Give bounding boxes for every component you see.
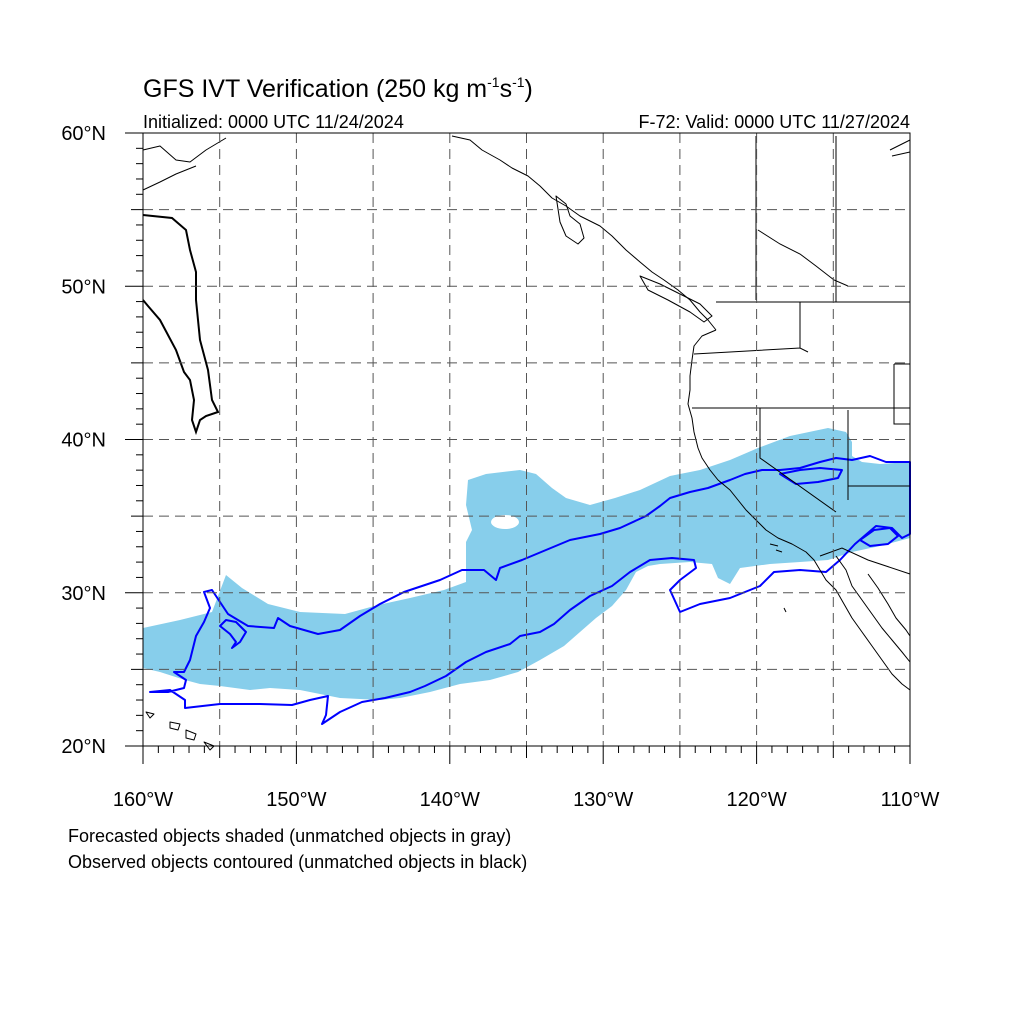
observed-objects <box>149 455 911 725</box>
lon-tick-label: 110°W <box>881 789 940 811</box>
figure-title: GFS IVT Verification (250 kg m-1s-1) <box>143 74 533 103</box>
plot-frame <box>142 132 911 747</box>
lat-tick-label: 20°N <box>61 736 106 758</box>
observed-object-main <box>149 455 911 725</box>
lon-tick-label: 150°W <box>266 789 326 811</box>
lon-tick-label: 130°W <box>573 789 633 811</box>
observed-object-small-c <box>779 467 843 485</box>
coastlines <box>142 135 911 751</box>
axis-labels: 160°W 150°W 140°W 130°W 120°W 110°W 20°N 30°N 40… <box>61 123 939 811</box>
coastline-mexico-mainland <box>867 573 911 637</box>
coastline-channel-islands <box>769 543 787 613</box>
coastline-hawaii <box>145 711 215 751</box>
axis-ticks <box>125 132 911 764</box>
domain-boundary <box>142 214 220 436</box>
observed-object-small-b <box>859 527 899 547</box>
grid-lines <box>143 133 910 746</box>
coastline-alaska-bc <box>451 135 717 331</box>
observed-object-small-a <box>219 619 247 649</box>
lon-tick-label: 120°W <box>726 789 786 811</box>
forecast-object-hole <box>491 515 519 529</box>
footnote-forecast: Forecasted objects shaded (unmatched obj… <box>68 826 512 846</box>
lat-tick-label: 30°N <box>61 583 106 605</box>
state-borders <box>692 136 911 575</box>
lat-tick-label: 60°N <box>61 123 106 145</box>
footnote-observed: Observed objects contoured (unmatched ob… <box>68 852 528 872</box>
coastline-baja <box>819 569 911 691</box>
lon-tick-label: 160°W <box>113 789 173 811</box>
coastline-baja-gulf <box>835 555 911 663</box>
forecast-objects <box>143 428 910 700</box>
lon-tick-label: 140°W <box>420 789 480 811</box>
lat-tick-label: 50°N <box>61 276 106 298</box>
initialized-time: Initialized: 0000 UTC 11/24/2024 <box>143 112 404 132</box>
forecast-object-main <box>143 428 910 700</box>
political-boundaries <box>692 136 911 575</box>
coastline-north-fragments <box>142 137 911 191</box>
lat-tick-label: 40°N <box>61 430 106 452</box>
coastline-us-west <box>687 329 821 571</box>
coastline-bc-islands <box>555 195 713 323</box>
valid-time: F-72: Valid: 0000 UTC 11/27/2024 <box>639 112 911 132</box>
